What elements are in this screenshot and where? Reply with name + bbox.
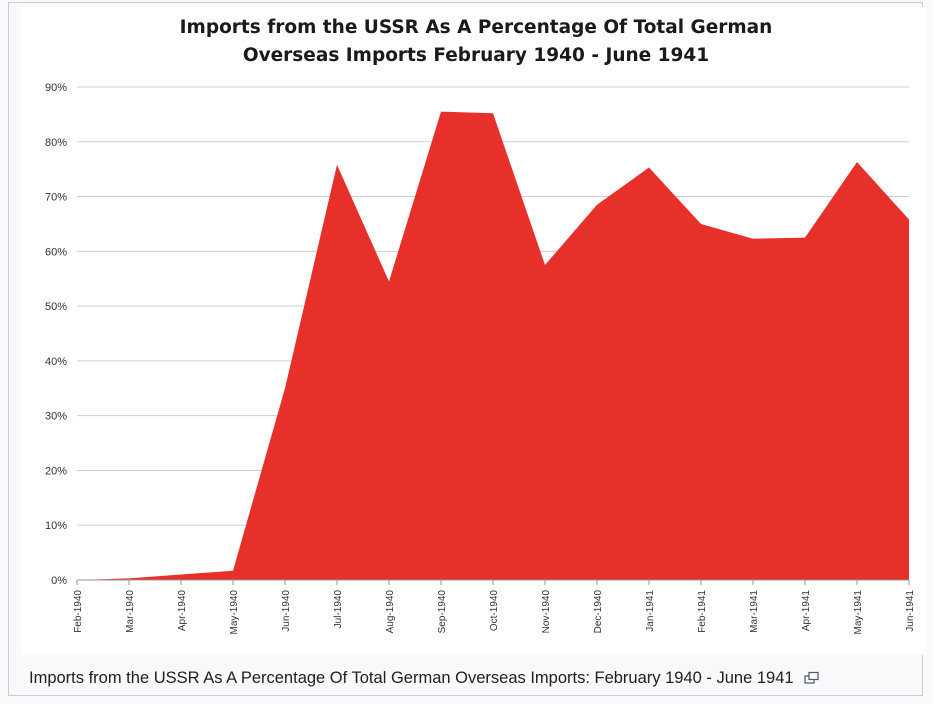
y-tick-label: 40% — [45, 356, 67, 368]
x-tick-label: Aug-1940 — [385, 590, 396, 634]
x-tick-label: Apr-1941 — [801, 590, 812, 632]
x-tick-label: Sep-1940 — [437, 590, 448, 634]
x-tick-label: Feb-1941 — [697, 590, 708, 633]
x-tick-label: Mar-1940 — [125, 590, 136, 633]
y-tick-label: 60% — [45, 246, 67, 258]
y-tick-label: 80% — [45, 137, 67, 149]
x-tick-label: Jul-1940 — [333, 590, 344, 629]
y-tick-label: 30% — [45, 411, 67, 423]
x-tick-label: May-1941 — [853, 590, 864, 635]
caption-text: Imports from the USSR As A Percentage Of… — [29, 668, 794, 687]
x-tick-label: Mar-1941 — [749, 590, 760, 633]
x-tick-label: Feb-1940 — [73, 590, 84, 633]
x-tick-label: Dec-1940 — [593, 590, 604, 634]
y-tick-label: 90% — [45, 82, 67, 94]
y-tick-label: 20% — [45, 465, 67, 477]
x-tick-label: May-1940 — [229, 590, 240, 635]
x-tick-label: Jun-1941 — [905, 590, 916, 632]
y-tick-label: 70% — [45, 192, 67, 204]
y-tick-label: 50% — [45, 301, 67, 313]
x-tick-label: Oct-1940 — [489, 590, 500, 632]
figure-caption: Imports from the USSR As A Percentage Of… — [29, 665, 924, 691]
chart-title-line: Overseas Imports February 1940 - June 19… — [243, 45, 709, 66]
x-tick-label: Jun-1940 — [281, 590, 292, 632]
y-tick-label: 0% — [51, 575, 67, 587]
x-tick-label: Nov-1940 — [541, 590, 552, 634]
chart-container: Imports from the USSR As A Percentage Of… — [21, 7, 927, 655]
chart-title-line: Imports from the USSR As A Percentage Of… — [180, 17, 773, 38]
x-tick-label: Apr-1940 — [177, 590, 188, 632]
x-tick-label: Jan-1941 — [645, 590, 656, 632]
y-tick-label: 10% — [45, 520, 67, 532]
figure-frame: Imports from the USSR As A Percentage Of… — [8, 2, 927, 696]
enlarge-icon[interactable] — [803, 671, 820, 685]
series-area — [77, 111, 909, 581]
area-chart: Imports from the USSR As A Percentage Of… — [45, 17, 916, 635]
